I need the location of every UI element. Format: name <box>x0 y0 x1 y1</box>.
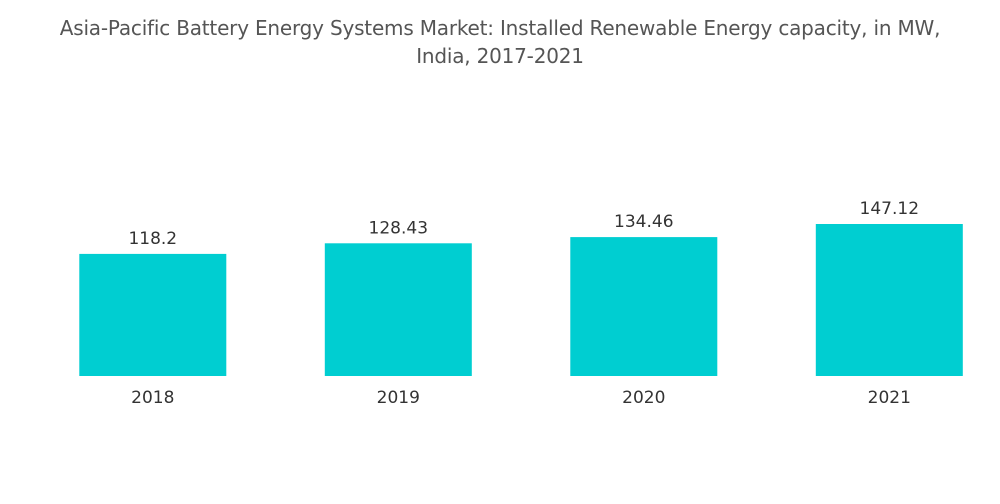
chart-title-line-2: India, 2017-2021 <box>416 44 584 68</box>
x-tick-label-2021: 2021 <box>868 388 911 408</box>
bar-2021 <box>815 224 963 376</box>
bar-2020 <box>570 237 718 376</box>
value-label-2018: 118.2 <box>128 229 177 249</box>
value-labels-layer: 118.2 128.43 134.46 147.12 <box>128 199 919 249</box>
value-label-2020: 134.46 <box>614 212 673 232</box>
x-tick-label-2019: 2019 <box>377 388 420 408</box>
value-label-2021: 147.12 <box>860 199 919 219</box>
x-tick-label-2020: 2020 <box>622 388 665 408</box>
x-tick-label-2018: 2018 <box>131 388 174 408</box>
bars-layer <box>79 224 963 376</box>
chart-title: Asia-Pacific Battery Energy Systems Mark… <box>0 14 1000 70</box>
value-label-2019: 128.43 <box>369 218 428 238</box>
chart-title-line-1: Asia-Pacific Battery Energy Systems Mark… <box>59 16 941 40</box>
bar-2018 <box>79 253 227 376</box>
x-tick-labels-layer: 2018 2019 2020 2021 <box>131 388 911 408</box>
bar-2019 <box>324 243 472 376</box>
